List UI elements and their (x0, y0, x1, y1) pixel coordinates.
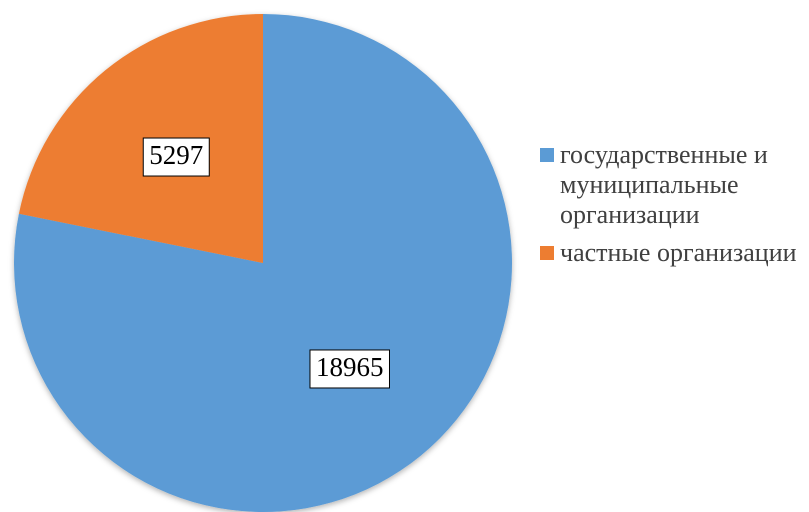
legend-item: государственные и муниципальные организа… (540, 140, 802, 230)
slices (13, 14, 512, 512)
data-labels: 18965 5297 (142, 137, 390, 389)
legend-swatch (540, 246, 554, 260)
data-label-box (142, 137, 210, 177)
legend-label: частные организации (560, 238, 797, 267)
legend-swatch (540, 148, 554, 162)
pie-slice (18, 14, 263, 263)
data-label-box (309, 349, 390, 389)
data-label: 18965 (316, 352, 384, 382)
data-label: 5297 (149, 140, 203, 170)
legend-item: частные организации (540, 238, 802, 268)
legend-label: государственные и муниципальные организа… (560, 140, 768, 229)
